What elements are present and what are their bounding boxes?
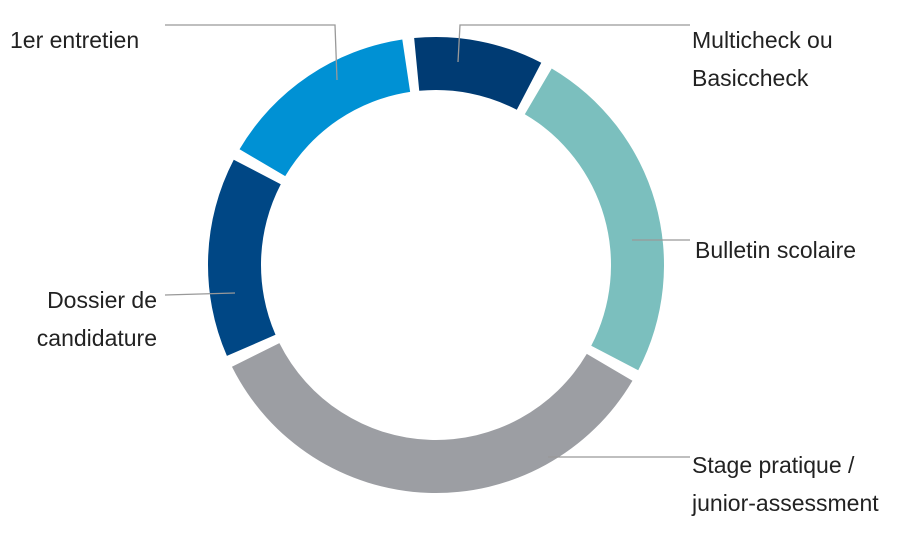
segment-label: 1er entretien — [10, 27, 139, 53]
donut-segment — [414, 36, 542, 110]
donut-segment — [239, 39, 411, 177]
donut-segment — [208, 159, 281, 356]
segment-label: Bulletin scolaire — [695, 237, 856, 263]
donut-segment — [524, 68, 664, 371]
segment-label: Stage pratique / junior-assessment — [691, 452, 879, 516]
leader-line — [457, 24, 690, 63]
leader-line — [164, 292, 236, 296]
leader-line — [165, 24, 338, 81]
segment-label: Multicheck ou Basiccheck — [692, 27, 833, 91]
donut-segment — [231, 343, 633, 494]
segment-label: Dossier de candidature — [37, 287, 157, 351]
